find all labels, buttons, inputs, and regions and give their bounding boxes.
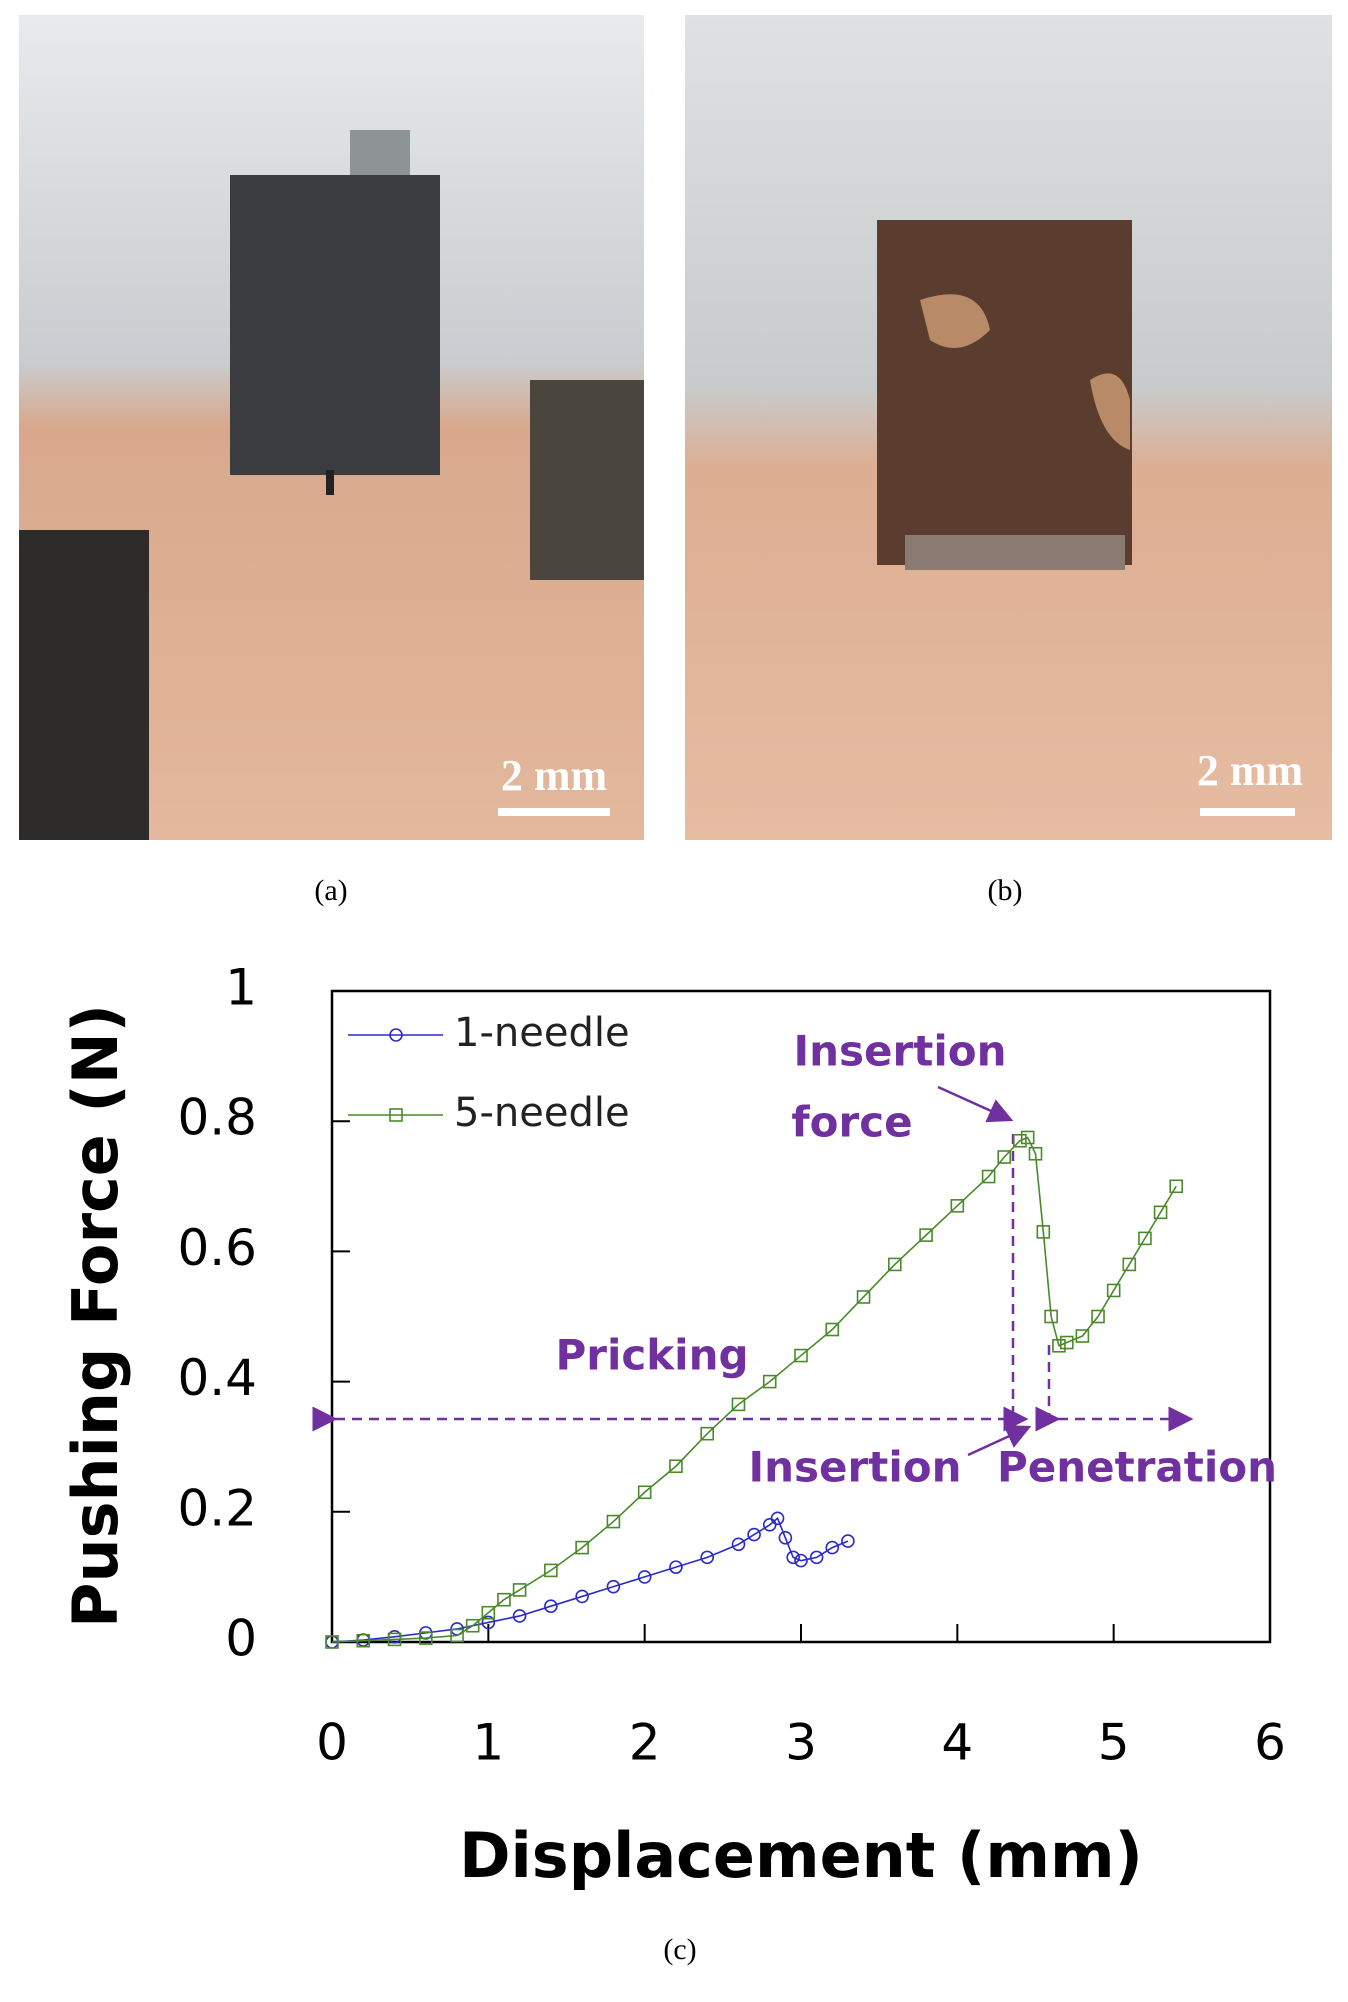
marker	[497, 1592, 511, 1607]
legend-label: 5-needle	[454, 1090, 630, 1136]
marker	[1138, 1231, 1152, 1246]
marker	[512, 1609, 527, 1623]
marker	[575, 1540, 589, 1555]
marker	[1044, 1309, 1058, 1324]
marker	[1059, 1335, 1074, 1350]
marker	[544, 1599, 558, 1613]
x-tick-label: 1	[472, 1714, 504, 1772]
marker	[794, 1348, 808, 1363]
marker	[606, 1579, 621, 1594]
marker	[770, 1511, 785, 1526]
marker	[1052, 1338, 1066, 1353]
marker	[700, 1550, 715, 1565]
annotation: force	[791, 1098, 912, 1147]
photo-a: 2 mm	[19, 15, 644, 840]
marker	[1036, 1225, 1051, 1239]
marker	[356, 1633, 371, 1648]
annotation: Insertion	[749, 1443, 962, 1492]
x-tick-label: 2	[629, 1714, 661, 1772]
marker	[731, 1537, 746, 1552]
x-axis-title: Displacement (mm)	[459, 1819, 1143, 1892]
marker	[700, 1426, 715, 1441]
marker	[481, 1615, 496, 1630]
y-tick-label: 0.6	[177, 1219, 257, 1277]
series-line	[331, 1516, 849, 1643]
scale-label: 2 mm	[501, 751, 607, 800]
x-tick-label: 0	[316, 1714, 348, 1772]
marker	[1153, 1205, 1168, 1220]
marker	[450, 1628, 464, 1643]
marker	[1028, 1146, 1043, 1161]
marker	[669, 1459, 683, 1474]
marker	[325, 1635, 339, 1649]
y-tick-label: 1	[225, 959, 257, 1017]
marker	[997, 1150, 1012, 1164]
marker	[809, 1550, 824, 1565]
marker	[575, 1589, 589, 1604]
plot-frame	[330, 989, 1272, 1644]
y-tick-label: 0	[225, 1610, 257, 1668]
marker	[841, 1534, 855, 1548]
marker	[747, 1527, 761, 1542]
annotations	[312, 1085, 1194, 1457]
photo-b: 2 mm	[685, 15, 1332, 840]
caption: (c)	[663, 1933, 696, 1966]
marker	[950, 1199, 965, 1213]
marker	[637, 1570, 652, 1584]
marker	[778, 1531, 793, 1545]
marker	[465, 1618, 480, 1633]
marker	[786, 1550, 800, 1565]
marker	[1106, 1283, 1121, 1298]
y-axis-title: Pushing Force (N)	[59, 1004, 132, 1628]
marker	[981, 1169, 996, 1184]
marker	[606, 1514, 621, 1529]
marker	[387, 1632, 402, 1647]
marker	[762, 1374, 777, 1389]
marker	[418, 1631, 433, 1645]
marker	[1020, 1130, 1035, 1145]
annotation: Penetration	[997, 1443, 1277, 1492]
marker	[1122, 1257, 1137, 1272]
pointer-arrow	[967, 1425, 1032, 1457]
x-tick-label: 6	[1254, 1714, 1286, 1772]
marker	[1169, 1179, 1183, 1194]
annotation: Pricking	[555, 1331, 748, 1380]
marker	[481, 1605, 496, 1620]
x-tick-label: 3	[785, 1714, 817, 1772]
legend-label: 1-needle	[454, 1010, 630, 1056]
marker	[1075, 1329, 1090, 1343]
legend-marker	[389, 1028, 403, 1042]
marker	[1091, 1309, 1105, 1324]
y-tick-label: 0.2	[177, 1479, 257, 1537]
marker	[731, 1397, 746, 1412]
legend-marker	[389, 1108, 403, 1122]
marker	[856, 1290, 871, 1304]
marker	[794, 1553, 808, 1568]
y-tick-label: 0.8	[177, 1089, 257, 1147]
marker	[1013, 1133, 1027, 1148]
marker	[825, 1322, 840, 1337]
annotation: Insertion	[794, 1027, 1007, 1076]
marker	[512, 1583, 527, 1597]
series-line	[331, 1136, 1177, 1643]
marker	[919, 1228, 933, 1242]
caption: (a)	[314, 874, 347, 907]
marker	[887, 1257, 902, 1272]
scale-label: 2 mm	[1197, 746, 1303, 795]
x-tick-label: 5	[1098, 1714, 1130, 1772]
x-tick-label: 4	[941, 1714, 973, 1772]
marker	[669, 1560, 683, 1574]
marker	[637, 1485, 652, 1500]
y-tick-label: 0.4	[177, 1349, 257, 1407]
pointer-arrow	[937, 1085, 1014, 1123]
marker	[825, 1540, 840, 1555]
caption: (b)	[988, 874, 1023, 907]
marker	[544, 1563, 558, 1578]
